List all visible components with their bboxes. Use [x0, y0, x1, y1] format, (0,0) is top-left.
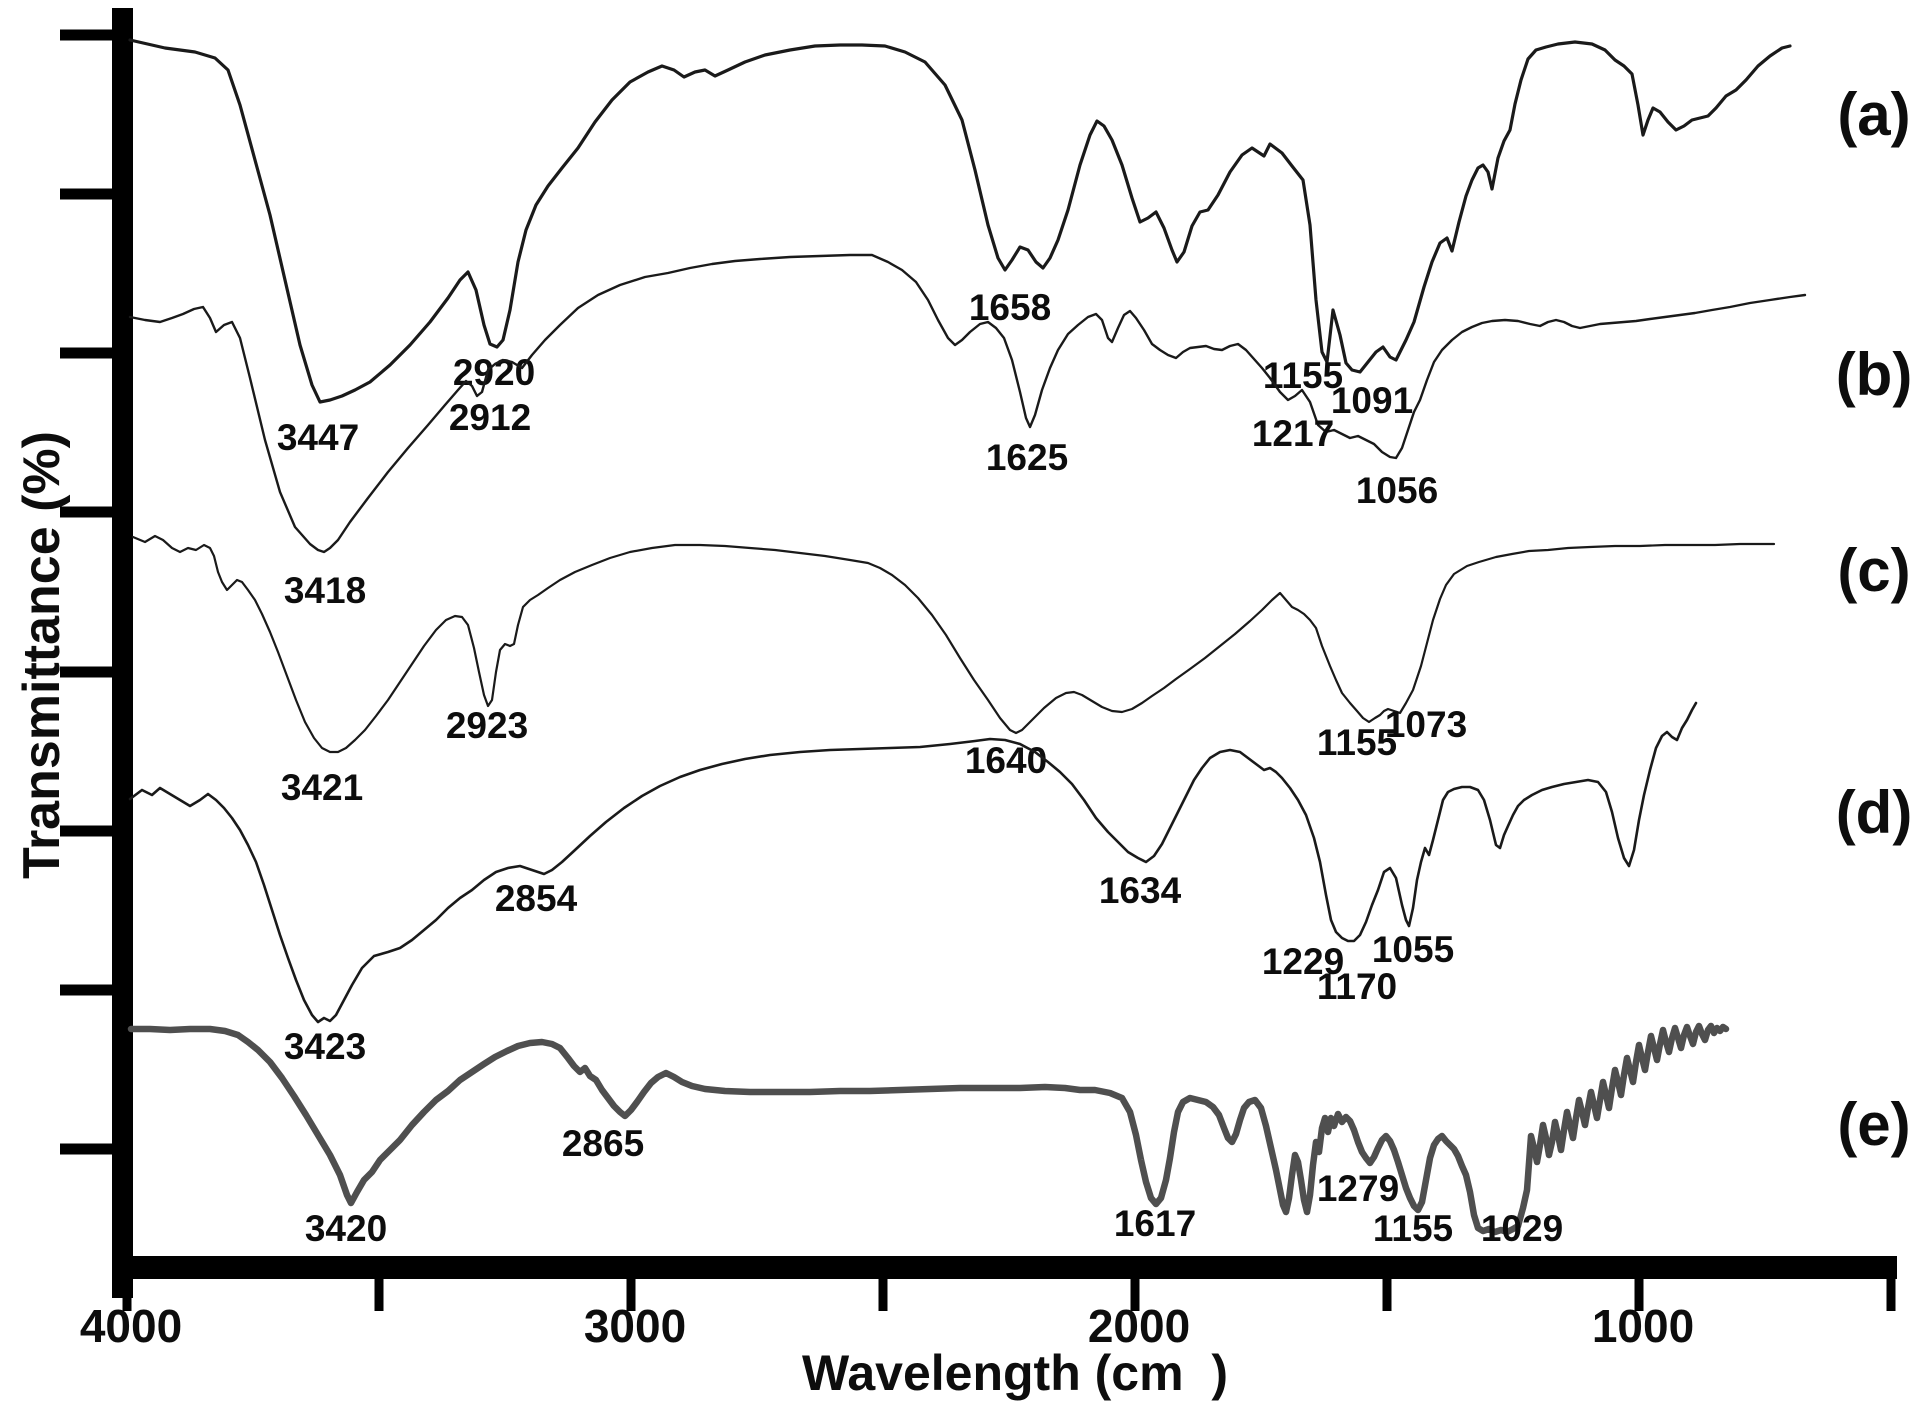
y-axis-tick: [60, 825, 112, 837]
peak-label-d-1170: 1170: [1317, 966, 1397, 1007]
y-axis-bar: [112, 8, 133, 1298]
peak-label-c-1640: 1640: [965, 740, 1047, 781]
x-axis-tick: [122, 1279, 132, 1311]
x-axis-tick: [374, 1279, 384, 1311]
peak-label-a-2920: 2920: [453, 352, 535, 393]
y-axis-tick: [60, 1143, 112, 1155]
x-axis-tick: [1634, 1279, 1644, 1311]
peak-label-e-3420: 3420: [305, 1208, 387, 1249]
y-axis-title: Transmittance (%): [13, 431, 71, 879]
x-axis-tick: [1886, 1279, 1896, 1311]
peak-label-a-1091: 1091: [1331, 380, 1413, 421]
spectrum-curve-d: [128, 701, 1698, 1024]
x-axis-bar: [112, 1256, 1897, 1279]
series-label-a: (a): [1837, 81, 1910, 148]
y-axis-tick: [60, 188, 112, 200]
peak-label-d-1634: 1634: [1099, 870, 1182, 911]
y-axis-tick: [60, 347, 112, 359]
x-tick-label: 2000: [1088, 1300, 1190, 1352]
x-tick-label: 1000: [1592, 1300, 1694, 1352]
y-axis-tick: [60, 29, 112, 41]
peak-label-b-1625: 1625: [986, 437, 1068, 478]
peak-label-a-3447: 3447: [277, 417, 359, 458]
peak-label-a-1658: 1658: [969, 287, 1051, 328]
y-axis-tick: [60, 506, 112, 518]
series-label-b: (b): [1836, 341, 1913, 408]
peak-label-e-1279: 1279: [1317, 1168, 1399, 1209]
peak-label-b-3418: 3418: [284, 570, 366, 611]
spectrum-curve-b: [128, 253, 1807, 554]
peak-label-c-1073: 1073: [1385, 704, 1467, 745]
series-label-c: (c): [1837, 537, 1910, 604]
peak-label-d-3423: 3423: [284, 1026, 366, 1067]
x-axis-tick: [626, 1279, 636, 1311]
x-tick-label: 3000: [584, 1300, 686, 1352]
peak-label-e-2865: 2865: [562, 1123, 644, 1164]
peak-label-c-3421: 3421: [281, 767, 363, 808]
series-label-e: (e): [1837, 1091, 1910, 1158]
peak-label-e-1155: 1155: [1373, 1208, 1453, 1249]
peak-label-b-1217: 1217: [1252, 413, 1334, 454]
x-axis-tick: [1382, 1279, 1392, 1311]
peak-label-d-2854: 2854: [495, 878, 578, 919]
peak-label-e-1029: 1029: [1481, 1208, 1563, 1249]
peak-label-e-1617: 1617: [1114, 1203, 1196, 1244]
peak-label-d-1229: 1229: [1262, 941, 1344, 982]
x-tick-label: 4000: [80, 1300, 182, 1352]
x-axis-tick: [878, 1279, 888, 1311]
spectrum-curve-a: [128, 38, 1792, 404]
y-axis-tick: [60, 984, 112, 996]
peak-label-b-1056: 1056: [1356, 470, 1438, 511]
x-axis-title: Wavelength (cm ): [802, 1345, 1228, 1401]
y-axis-tick: [60, 666, 112, 678]
spectrum-curve-c: [131, 534, 1776, 754]
x-axis-tick: [1130, 1279, 1140, 1311]
peak-label-a-1155: 1155: [1263, 355, 1343, 396]
peak-label-c-2923: 2923: [446, 705, 528, 746]
peak-label-d-1055: 1055: [1372, 929, 1454, 970]
peak-label-b-2912: 2912: [449, 397, 531, 438]
spectrum-curve-e: [127, 1022, 1730, 1236]
peak-label-c-1155: 1155: [1317, 722, 1397, 763]
series-label-d: (d): [1836, 779, 1913, 846]
